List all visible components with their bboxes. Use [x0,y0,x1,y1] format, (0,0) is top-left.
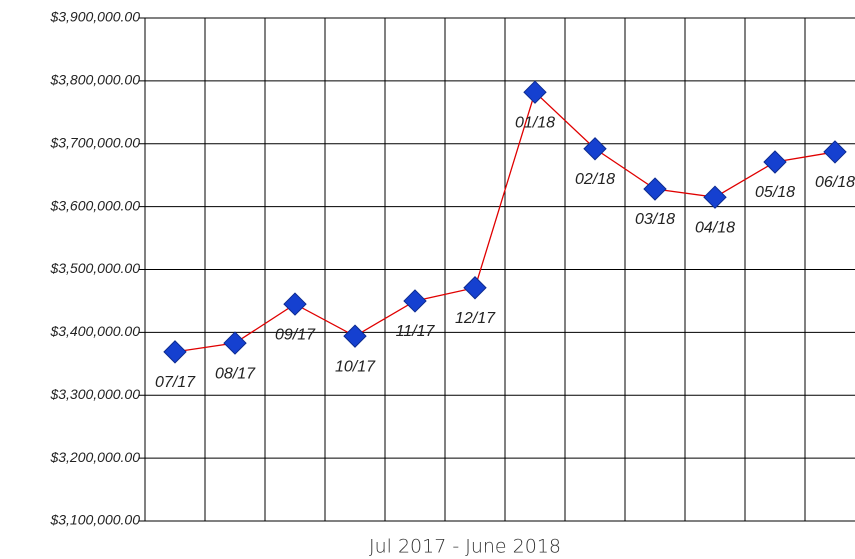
data-label: 09/17 [275,326,316,343]
y-tick-label: $3,600,000.00 [49,197,140,213]
data-marker [223,331,247,355]
y-tick-label: $3,400,000.00 [49,323,140,339]
data-marker [163,340,187,364]
data-label: 10/17 [335,358,376,375]
data-marker [283,292,307,316]
data-marker [403,289,427,313]
data-label: 01/18 [515,114,555,131]
data-marker [523,80,547,104]
data-marker [823,140,847,164]
data-label: 05/18 [755,184,795,201]
y-tick-label: $3,700,000.00 [49,134,140,150]
y-tick-label: $3,200,000.00 [49,449,140,465]
data-marker [703,185,727,209]
y-tick-label: $3,100,000.00 [49,512,140,528]
series-line [174,91,836,353]
data-label: 08/17 [215,365,256,382]
y-tick-label: $3,800,000.00 [49,72,140,88]
data-label: 11/17 [396,323,436,340]
data-marker [343,324,367,348]
data-marker [463,276,487,300]
data-label: 02/18 [575,171,615,188]
y-tick-label: $3,300,000.00 [49,386,140,402]
data-marker [643,177,667,201]
data-label: 07/17 [155,374,196,391]
data-marker [583,137,607,161]
y-tick-label: $3,500,000.00 [49,260,140,276]
data-marker [763,150,787,174]
y-tick-label: $3,900,000.00 [49,9,140,25]
data-label: 03/18 [635,211,675,228]
data-label: 12/17 [455,310,496,327]
data-label: 04/18 [695,219,735,236]
data-label: 06/18 [815,174,855,191]
x-axis-title: Jul 2017 - June 2018 [369,536,561,558]
